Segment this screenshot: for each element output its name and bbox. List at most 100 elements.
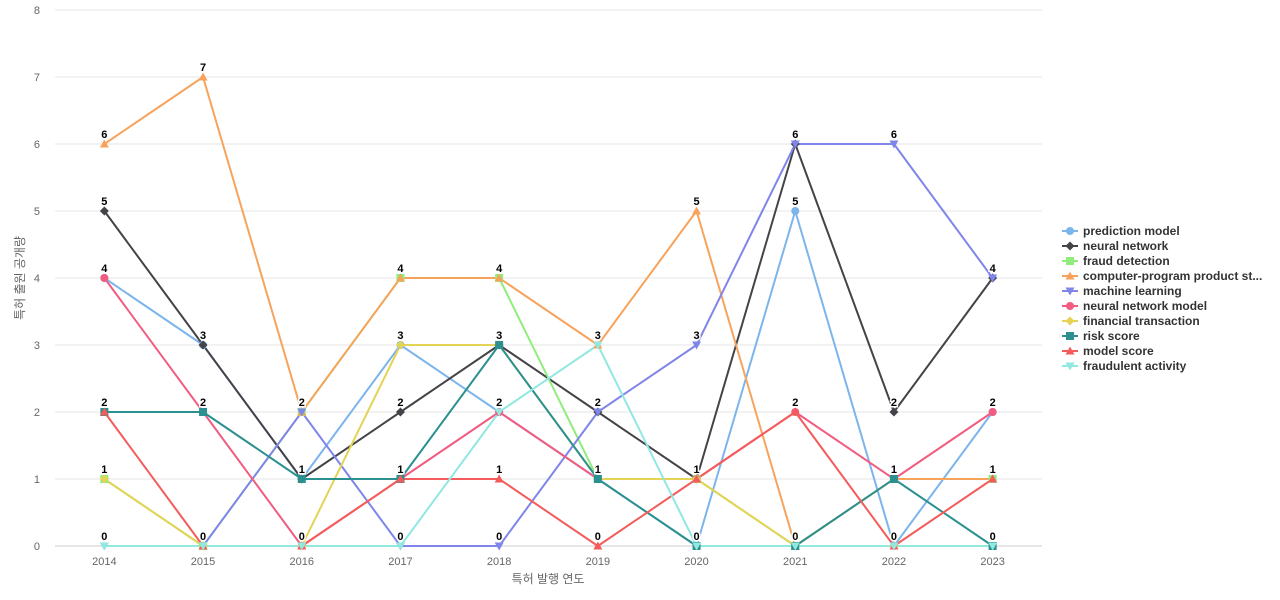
series-point[interactable] [198, 72, 208, 81]
series-point[interactable] [99, 542, 109, 551]
series-point[interactable] [100, 274, 109, 282]
series-point[interactable] [395, 273, 405, 282]
series-point[interactable] [692, 341, 702, 350]
x-tick-label: 2021 [783, 556, 807, 568]
series-point[interactable] [988, 274, 998, 283]
data-label: 0 [891, 531, 897, 543]
series-point[interactable] [988, 542, 998, 551]
series-point[interactable] [395, 340, 405, 350]
series-point[interactable] [495, 341, 504, 349]
series-point[interactable] [790, 407, 800, 416]
series-point[interactable] [889, 475, 898, 483]
data-label: 3 [496, 330, 502, 342]
series-point[interactable] [889, 407, 899, 417]
series-line[interactable] [103, 76, 993, 547]
data-label: 0 [397, 531, 403, 543]
series-line[interactable] [104, 344, 993, 547]
series-point[interactable] [297, 408, 307, 417]
series-point[interactable] [593, 341, 603, 350]
legend-label: prediction model [1083, 224, 1180, 238]
data-label: 2 [496, 397, 502, 409]
series-point[interactable] [988, 408, 997, 416]
legend-label: fraud detection [1083, 254, 1170, 268]
series-point[interactable] [99, 139, 109, 148]
legend-item[interactable]: financial transaction [1062, 314, 1200, 328]
series-lines [103, 76, 994, 547]
data-label: 2 [891, 397, 897, 409]
legend-marker-symbol [1065, 346, 1075, 355]
data-label: 6 [891, 129, 897, 141]
series-point[interactable] [395, 407, 405, 417]
data-label: 2 [397, 397, 403, 409]
y-tick-label: 4 [34, 273, 40, 285]
legend-label: neural network model [1083, 299, 1207, 313]
series-point[interactable] [395, 542, 405, 551]
series-markers [99, 72, 998, 551]
x-tick-label: 2016 [290, 556, 314, 568]
y-tick-label: 1 [34, 474, 40, 486]
series-point[interactable] [99, 474, 109, 484]
legend-marker-symbol [1065, 271, 1075, 280]
data-label: 7 [200, 62, 206, 74]
data-labels: 6 5 4 2 1 0 7 3 2 0 2 1 0 4 3 2 1 0 4 3 2 1 0 3 2 1 0 5 3 1 0 6 5 2 0 6 2 1 0 4… [100, 61, 998, 545]
legend-item[interactable]: neural network model [1062, 299, 1207, 313]
series-point[interactable] [494, 273, 504, 282]
y-tick-label: 5 [34, 206, 40, 218]
series-point[interactable] [593, 408, 603, 417]
y-tick-label: 6 [34, 139, 40, 151]
data-label: 5 [101, 196, 107, 208]
series-point[interactable] [889, 542, 899, 551]
series-point[interactable] [99, 206, 109, 216]
series-point[interactable] [692, 542, 702, 551]
data-label: 1 [496, 464, 502, 476]
legend-label: computer-program product st... [1083, 269, 1262, 283]
series-point[interactable] [494, 474, 504, 483]
series-point[interactable] [692, 206, 702, 215]
series-point[interactable] [593, 541, 603, 550]
data-label: 1 [891, 464, 897, 476]
x-tick-label: 2014 [92, 556, 116, 568]
series-point[interactable] [297, 542, 307, 551]
series-point[interactable] [791, 207, 800, 215]
legend-item[interactable]: risk score [1062, 329, 1140, 343]
data-label: 2 [299, 397, 305, 409]
data-label: 2 [595, 397, 601, 409]
series-point[interactable] [297, 475, 306, 483]
series-point[interactable] [494, 408, 504, 417]
legend-item[interactable]: prediction model [1062, 224, 1180, 238]
series-point[interactable] [790, 140, 800, 149]
legend-item[interactable]: neural network [1062, 239, 1169, 253]
series-point[interactable] [494, 542, 504, 551]
legend-item[interactable]: machine learning [1062, 284, 1182, 298]
x-tick-label: 2018 [487, 556, 511, 568]
series-line[interactable] [103, 277, 994, 547]
legend-label: neural network [1083, 239, 1169, 253]
legend-item[interactable]: fraudulent activity [1062, 359, 1187, 373]
series-point[interactable] [99, 407, 109, 416]
data-label: 6 [101, 129, 107, 141]
series-point[interactable] [593, 475, 602, 483]
legend-marker-symbol [1066, 302, 1074, 310]
series-point[interactable] [790, 542, 800, 551]
legend-marker-symbol [1066, 227, 1074, 235]
legend-item[interactable]: model score [1062, 344, 1154, 358]
legend-item[interactable]: fraud detection [1062, 254, 1170, 268]
y-axis-title: 특허 출원 공개량 [13, 236, 27, 320]
series-point[interactable] [692, 474, 702, 483]
series-point[interactable] [889, 140, 899, 149]
data-label: 1 [299, 464, 305, 476]
legend-item[interactable]: computer-program product st... [1062, 269, 1262, 283]
data-label: 3 [200, 330, 206, 342]
series-point[interactable] [198, 340, 208, 350]
y-tick-label: 7 [34, 72, 40, 84]
series-line[interactable] [104, 344, 994, 547]
series-point[interactable] [988, 474, 998, 483]
series-point[interactable] [395, 474, 405, 483]
series-point[interactable] [199, 408, 208, 416]
series-point[interactable] [198, 542, 208, 551]
data-label: 3 [397, 330, 403, 342]
data-label: 4 [397, 263, 404, 275]
